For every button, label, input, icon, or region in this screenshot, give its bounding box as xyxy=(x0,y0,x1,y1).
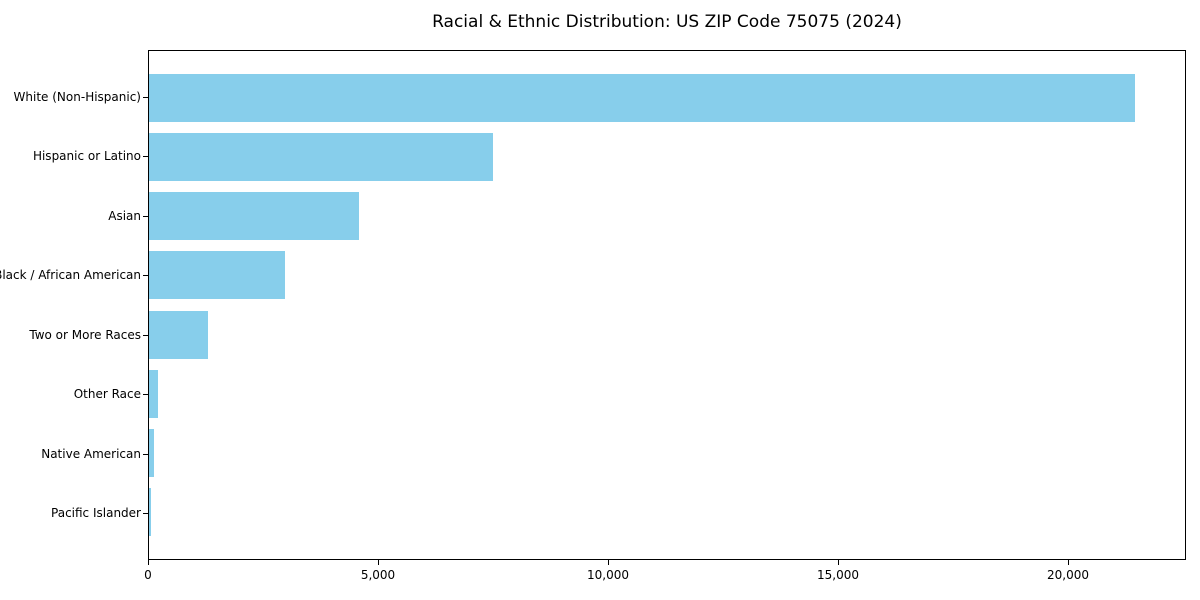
y-axis-label: Two or More Races xyxy=(29,327,141,342)
y-axis-label: Pacific Islander xyxy=(51,506,141,521)
y-axis-label: Hispanic or Latino xyxy=(32,149,141,164)
y-tick-mark xyxy=(143,275,148,277)
x-tick-label: 10,000 xyxy=(587,568,629,582)
y-tick-mark xyxy=(143,334,148,336)
bar-row xyxy=(149,246,1185,305)
x-tick-mark xyxy=(378,560,379,565)
y-axis-labels: White (Non-Hispanic) Hispanic or Latino As… xyxy=(0,50,141,560)
plot-area xyxy=(148,50,1186,560)
x-tick-mark xyxy=(608,560,609,565)
x-tick-mark xyxy=(838,560,839,565)
y-axis-label: White (Non-Hispanic) xyxy=(13,89,141,104)
x-tick-label: 0 xyxy=(144,568,152,582)
y-tick-mark xyxy=(143,453,148,455)
bar xyxy=(149,132,493,181)
x-tick-label: 15,000 xyxy=(817,568,859,582)
bar-row xyxy=(149,305,1185,364)
bar-row xyxy=(149,187,1185,246)
y-tick-mark xyxy=(143,156,148,158)
y-tick-mark xyxy=(143,96,148,98)
bar xyxy=(149,192,360,241)
x-tick-label: 20,000 xyxy=(1047,568,1089,582)
bar-row xyxy=(149,424,1185,483)
chart-title: Racial & Ethnic Distribution: US ZIP Cod… xyxy=(432,12,902,32)
y-tick-mark xyxy=(143,215,148,217)
x-tick-mark xyxy=(1068,560,1069,565)
bar-row xyxy=(149,364,1185,423)
bar xyxy=(149,310,208,359)
y-axis-label: Native American xyxy=(41,446,141,461)
bar xyxy=(149,73,1135,122)
x-tick-label: 5,000 xyxy=(360,568,396,582)
x-tick-mark xyxy=(148,560,149,565)
y-axis-label: Black / African American xyxy=(0,268,141,283)
bars-container xyxy=(149,68,1185,542)
y-axis-label: Other Race xyxy=(73,387,141,402)
y-tick-mark xyxy=(143,513,148,515)
bar-row xyxy=(149,68,1185,127)
bar xyxy=(149,251,286,300)
bar-row xyxy=(149,127,1185,186)
bar-row xyxy=(149,483,1185,542)
bar xyxy=(149,429,154,478)
bar xyxy=(149,369,159,418)
y-tick-mark xyxy=(143,394,148,396)
y-axis-label: Asian xyxy=(108,208,141,223)
bar xyxy=(149,488,152,537)
